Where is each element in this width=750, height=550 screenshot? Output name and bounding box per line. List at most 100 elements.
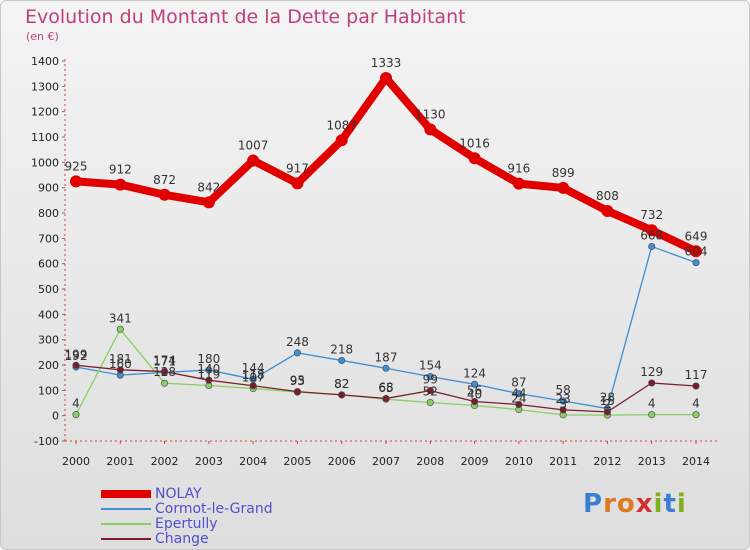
- data-label: 174: [153, 354, 176, 368]
- data-point: [601, 204, 614, 217]
- data-label: 4: [72, 397, 80, 411]
- data-point: [338, 391, 346, 399]
- logo-letter: i: [653, 489, 664, 519]
- x-tick-label: 2011: [549, 455, 577, 468]
- data-label: 144: [242, 361, 265, 375]
- data-label: 1087: [326, 118, 357, 132]
- legend-swatch: [101, 490, 151, 498]
- x-tick-label: 2002: [151, 455, 179, 468]
- y-tick-label: 0: [52, 410, 59, 423]
- data-label: 4: [648, 397, 656, 411]
- data-label: 93: [290, 374, 305, 388]
- data-point: [471, 380, 479, 388]
- x-tick-label: 2006: [328, 455, 356, 468]
- logo-letter: P: [583, 489, 604, 519]
- data-label: 808: [596, 189, 619, 203]
- y-tick-label: 100: [38, 384, 59, 397]
- data-point: [338, 356, 346, 364]
- data-point: [72, 361, 80, 369]
- data-label: 192: [65, 349, 88, 363]
- y-tick-label: 1000: [31, 156, 59, 169]
- data-label: 82: [334, 377, 349, 391]
- data-label: 68: [378, 380, 393, 394]
- data-label: 119: [197, 368, 220, 382]
- logo-letter: r: [603, 489, 617, 519]
- data-label: 160: [109, 357, 132, 371]
- data-label: 52: [423, 384, 438, 398]
- data-point: [559, 397, 567, 405]
- y-tick-label: 300: [38, 334, 59, 347]
- legend-swatch: [101, 538, 151, 540]
- data-label: 218: [330, 342, 353, 356]
- data-label: 87: [511, 376, 526, 390]
- x-tick-label: 2012: [593, 455, 621, 468]
- legend-label: Cormot-le-Grand: [155, 501, 273, 517]
- data-label: 341: [109, 311, 132, 325]
- data-label: 187: [375, 350, 398, 364]
- data-point: [559, 406, 567, 414]
- chart-subtitle: (en €): [26, 30, 59, 43]
- data-point: [424, 123, 437, 136]
- data-label: 118: [242, 368, 265, 382]
- data-label: 1016: [459, 136, 490, 150]
- data-point: [247, 154, 260, 167]
- data-point: [293, 388, 301, 396]
- data-label: 65: [378, 381, 393, 395]
- series-line-nolay: [72, 73, 700, 256]
- data-point: [692, 382, 700, 390]
- logo-letter: x: [635, 489, 654, 519]
- y-tick-label: 1200: [31, 106, 59, 119]
- data-point: [335, 134, 348, 147]
- data-label: 28: [600, 391, 615, 405]
- data-label: 1333: [371, 56, 402, 70]
- data-label: 181: [109, 352, 132, 366]
- data-label: 180: [197, 352, 220, 366]
- data-point: [648, 379, 656, 387]
- data-point: [293, 349, 301, 357]
- data-label: 140: [197, 362, 220, 376]
- data-label: 82: [334, 377, 349, 391]
- data-label: 668: [640, 228, 663, 242]
- data-label: 1130: [415, 107, 446, 121]
- data-label: 2: [604, 397, 612, 411]
- data-label: 732: [640, 208, 663, 222]
- x-tick-label: 2004: [239, 455, 267, 468]
- legend-swatch: [101, 508, 151, 510]
- data-label: 872: [153, 173, 176, 187]
- data-label: 3: [559, 397, 567, 411]
- data-point: [603, 408, 611, 416]
- data-point: [512, 177, 525, 190]
- data-point: [692, 411, 700, 419]
- data-label: 916: [507, 162, 530, 176]
- data-label: 107: [242, 371, 265, 385]
- data-point: [382, 364, 390, 372]
- y-tick-label: 400: [38, 308, 59, 321]
- x-tick-label: 2009: [461, 455, 489, 468]
- data-point: [515, 401, 523, 409]
- data-label: 56: [467, 383, 482, 397]
- y-tick-label: 200: [38, 359, 59, 372]
- legend-label: NOLAY: [155, 486, 202, 502]
- data-label: 95: [290, 374, 305, 388]
- data-label: 604: [685, 245, 708, 259]
- data-point: [648, 242, 656, 250]
- data-label: 912: [109, 163, 132, 177]
- x-tick-label: 2005: [283, 455, 311, 468]
- y-tick-label: 1100: [31, 131, 59, 144]
- data-label: 124: [463, 366, 486, 380]
- data-point: [114, 178, 127, 191]
- data-label: 40: [467, 388, 482, 402]
- legend-label: Change: [155, 531, 209, 547]
- y-tick-label: 500: [38, 283, 59, 296]
- data-label: 44: [511, 387, 526, 401]
- data-label: 23: [556, 392, 571, 406]
- x-tick-label: 2010: [505, 455, 533, 468]
- data-point: [72, 411, 80, 419]
- data-label: 171: [153, 354, 176, 368]
- y-tick-label: 1400: [31, 55, 59, 68]
- data-point: [161, 379, 169, 387]
- logo-letter: i: [676, 489, 687, 519]
- data-point: [557, 181, 570, 194]
